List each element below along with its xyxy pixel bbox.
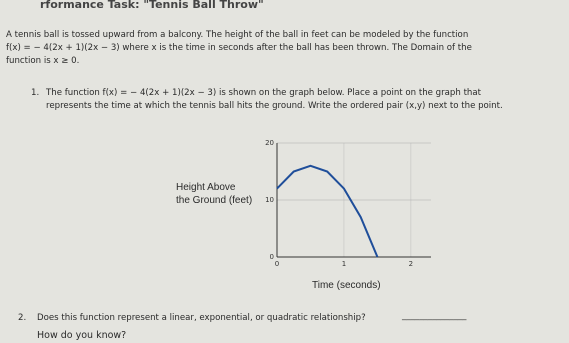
intro-line: f(x) = − 4(2x + 1)(2x − 3) where x is th… <box>6 43 472 53</box>
intro-line: function is x ≥ 0. <box>6 56 80 66</box>
x-tick-label: 2 <box>409 260 413 268</box>
title: rformance Task: "Tennis Ball Throw" <box>40 0 264 11</box>
function-curve <box>276 164 379 258</box>
x-tick-label: 1 <box>342 260 346 268</box>
x-tick-label: 0 <box>275 260 279 268</box>
x-axis-label: Time (seconds) <box>312 280 381 291</box>
question-number: 1. <box>31 88 40 98</box>
question-number: 2. <box>18 313 27 323</box>
question-text: The function f(x) = − 4(2x + 1)(2x − 3) … <box>46 88 482 98</box>
y-axis-label: the Ground (feet) <box>176 195 253 206</box>
question-text: represents the time at which the tennis … <box>46 101 503 111</box>
y-axis-label: Height Above <box>176 182 236 193</box>
question-text: How do you know? <box>37 330 127 341</box>
intro-line: A tennis ball is tossed upward from a ba… <box>6 30 469 40</box>
question-text: Does this function represent a linear, e… <box>37 313 366 323</box>
answer-blank: _______________ <box>402 311 467 321</box>
y-tick-label: 0 <box>270 253 274 261</box>
y-tick-label: 20 <box>265 139 274 147</box>
y-tick-label: 10 <box>265 196 274 204</box>
